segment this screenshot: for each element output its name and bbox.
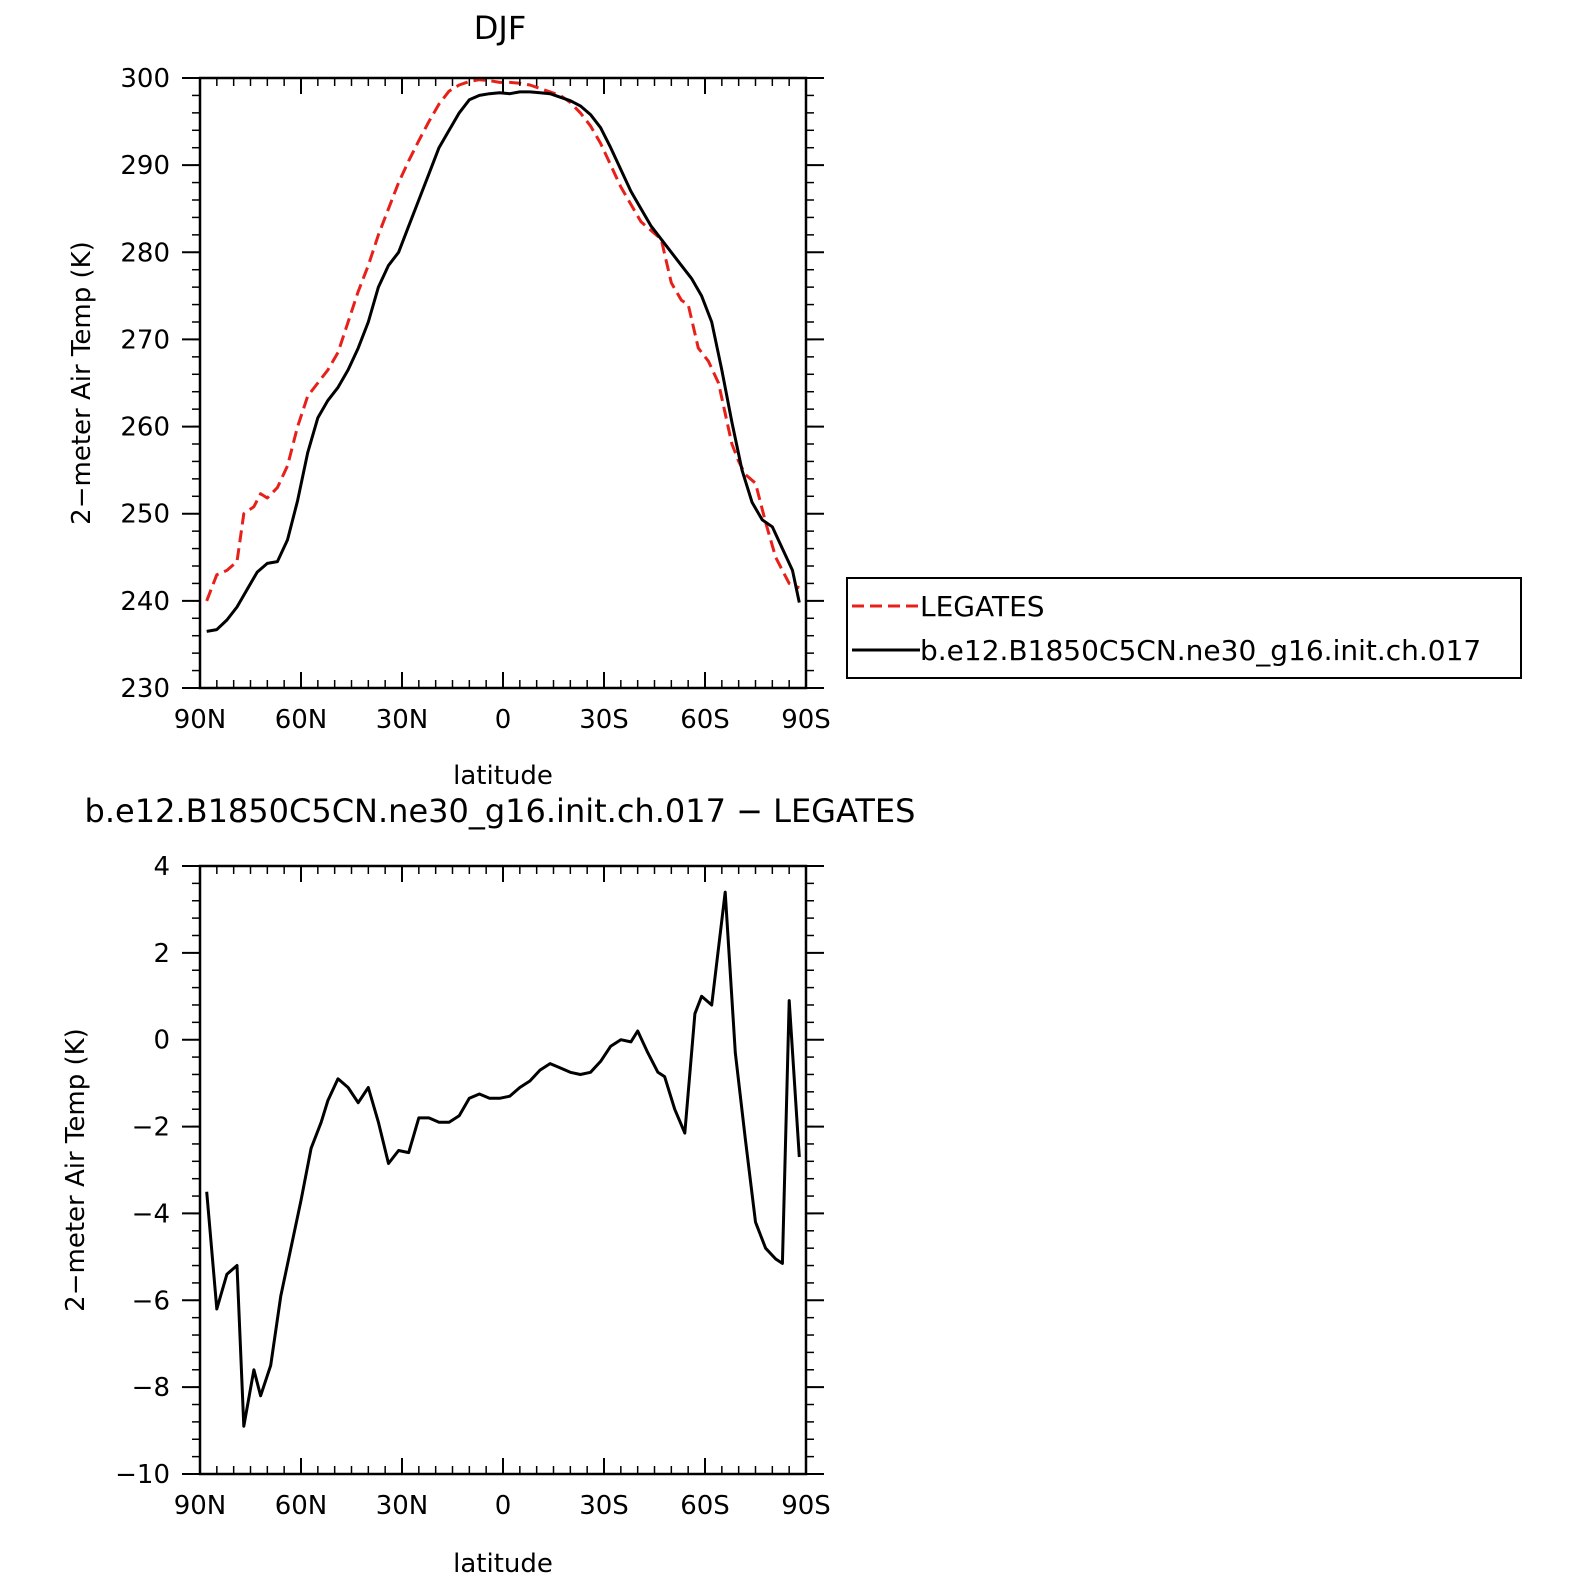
bottom-y-tick-label: −8 [132,1373,170,1403]
bottom-x-axis-title: latitude [453,1549,553,1579]
top-x-tick-label: 60N [275,705,328,735]
top-y-tick-label: 230 [120,674,170,704]
legend-box [846,577,1522,679]
bottom-x-tick-label: 90N [174,1491,227,1521]
top-axis-ticks: 90N 60N 30N 0 30S 60S 90S 230 240 250 260 270 280 290… [120,64,830,735]
bottom-y-tick-label: −10 [115,1460,170,1490]
top-y-tick-label: 250 [120,500,170,530]
top-y-tick-label: 300 [120,64,170,94]
bottom-panel: b.e12.B1850C5CN.ne30_g16.init.ch.017 − L… [61,792,915,1579]
bottom-x-tick-label: 90S [781,1491,831,1521]
bottom-x-tick-label: 0 [495,1491,512,1521]
bottom-y-axis-title: 2−meter Air Temp (K) [61,1028,91,1312]
top-y-tick-label: 270 [120,325,170,355]
bottom-series-lines [205,890,801,1428]
bottom-x-tick-label: 60S [680,1491,730,1521]
top-series-line-legates [205,78,800,602]
bottom-x-tick-label: 60N [275,1491,328,1521]
bottom-y-tick-label: 0 [153,1026,170,1056]
bottom-y-tick-label: −6 [132,1286,170,1316]
bottom-x-tick-label: 30N [376,1491,429,1521]
top-y-axis-title: 2−meter Air Temp (K) [67,241,97,525]
bottom-y-tick-label: 4 [153,852,170,882]
bottom-y-tick-label: −2 [132,1113,170,1143]
bottom-axis-ticks: 90N 60N 30N 0 30S 60S 90S −10 −8 −6 −4 −2 0 2 4 [115,852,831,1521]
top-x-tick-label: 30S [579,705,629,735]
top-plot-frame [198,76,808,690]
top-x-tick-label: 60S [680,705,730,735]
bottom-plot-frame [198,864,808,1476]
top-x-tick-label: 0 [495,705,512,735]
legend-label-legates: LEGATES [920,590,1045,623]
top-plot-title: DJF [474,9,526,47]
top-y-tick-label: 280 [120,238,170,268]
bottom-y-tick-label: 2 [153,939,170,969]
legend: LEGATES b.e12.B1850C5CN.ne30_g16.init.ch… [846,577,1522,679]
top-y-tick-label: 260 [120,413,170,443]
top-x-tick-label: 90N [174,705,227,735]
top-series-lines [205,78,801,633]
top-x-axis-title: latitude [453,761,553,791]
top-y-tick-label: 240 [120,587,170,617]
bottom-x-tick-label: 30S [579,1491,629,1521]
top-series-line-model [206,90,801,633]
top-panel: DJF 90N 60N 30N 0 30S 60S 90S 230 240 250 260 270 28… [67,9,831,791]
top-y-tick-label: 290 [120,151,170,181]
bottom-series-line-difference [205,890,801,1428]
legend-label-model: b.e12.B1850C5CN.ne30_g16.init.ch.017 [920,634,1481,667]
bottom-plot-title: b.e12.B1850C5CN.ne30_g16.init.ch.017 − L… [85,792,916,830]
top-x-tick-label: 30N [376,705,429,735]
top-x-tick-label: 90S [781,705,831,735]
bottom-y-tick-label: −4 [132,1199,170,1229]
